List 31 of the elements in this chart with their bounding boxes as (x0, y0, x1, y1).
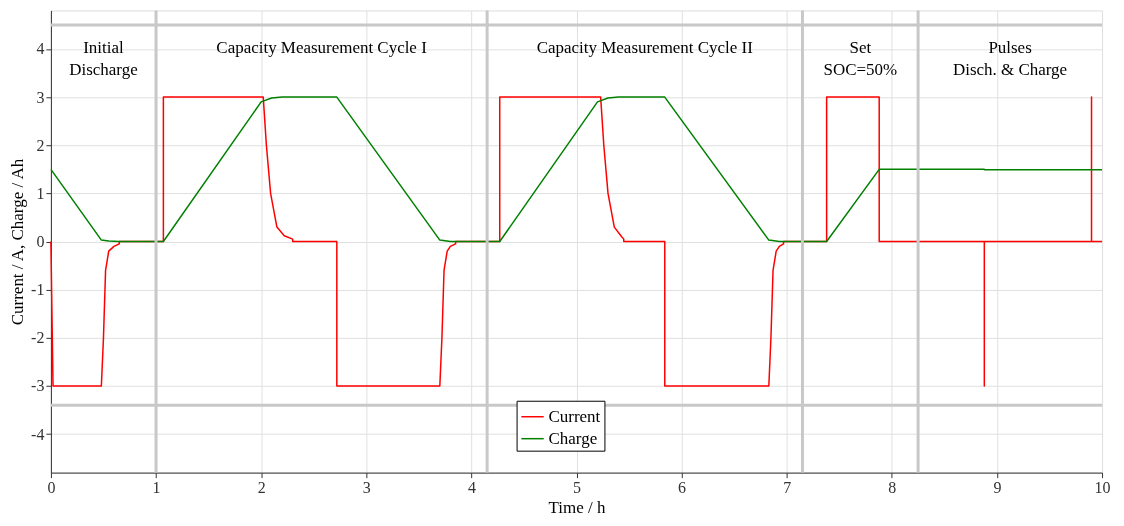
annotation: Capacity Measurement Cycle II (536, 38, 754, 58)
line-series (50, 96, 1103, 387)
y-tick-label: -4 (31, 425, 45, 443)
legend-label: Charge (548, 428, 598, 448)
x-tick-label: 9 (993, 479, 1002, 497)
annotation: Set SOC=50% (823, 38, 898, 80)
x-tick-label: 10 (1094, 479, 1111, 497)
line-series (50, 96, 1103, 243)
x-tick-label: 0 (47, 479, 56, 497)
annotation: Pulses Disch. & Charge (953, 38, 1068, 80)
x-tick-label: 3 (362, 479, 371, 497)
x-tick-label: 7 (783, 479, 792, 497)
y-tick-label: -1 (31, 281, 45, 299)
x-tick-label: 1 (152, 479, 161, 497)
x-axis-title: Time / h (548, 498, 606, 518)
y-tick-label: -2 (31, 329, 45, 347)
x-tick-label: 8 (888, 479, 897, 497)
y-tick-label: 1 (36, 184, 45, 202)
x-tick-label: 4 (467, 479, 476, 497)
annotation: Initial Discharge (69, 38, 138, 80)
y-axis-title: Current / A, Charge / Ah (8, 158, 28, 326)
y-tick-label: 0 (36, 233, 45, 251)
y-tick-label: 2 (36, 136, 45, 154)
annotation: Capacity Measurement Cycle I (216, 38, 428, 58)
x-tick-label: 6 (678, 479, 687, 497)
y-tick-label: 3 (36, 88, 45, 106)
y-tick-label: 4 (36, 40, 45, 58)
y-tick-label: -3 (31, 377, 45, 395)
x-tick-label: 5 (572, 479, 581, 497)
x-tick-label: 2 (257, 479, 266, 497)
legend-label: Current (548, 406, 601, 426)
